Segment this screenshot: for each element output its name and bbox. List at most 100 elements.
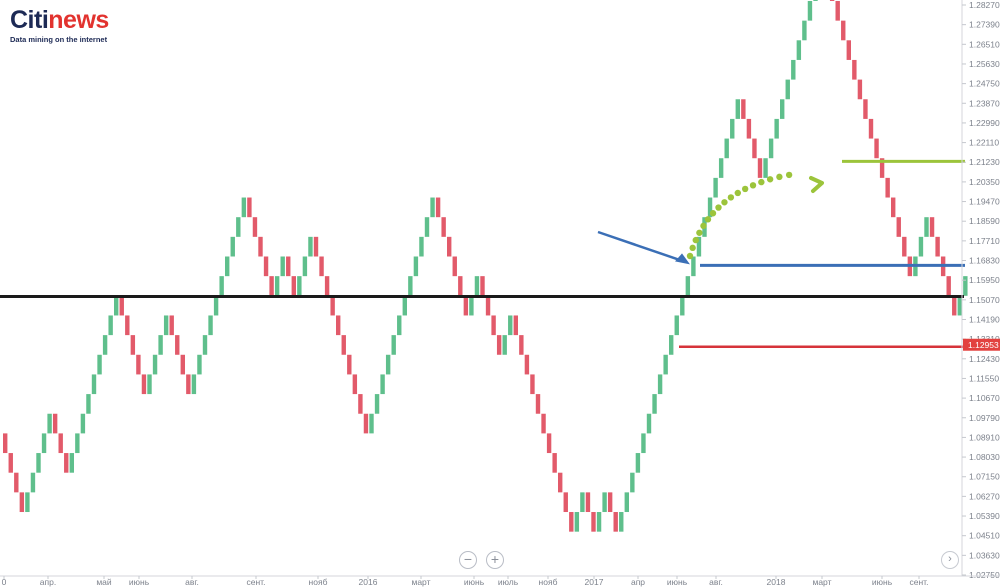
y-tick-label: 1.19470: [969, 197, 1000, 207]
renko-brick-down: [130, 335, 136, 355]
renko-brick-down: [946, 276, 951, 296]
renko-brick-down: [336, 315, 341, 336]
renko-brick-down: [463, 295, 469, 316]
x-tick-label: нояб: [309, 577, 328, 587]
x-tick-label: сент.: [247, 577, 266, 587]
renko-brick-up: [208, 315, 213, 336]
renko-brick-up: [685, 276, 691, 296]
renko-brick-down: [524, 354, 530, 375]
renko-brick-down: [269, 276, 274, 296]
renko-brick-down: [496, 335, 502, 355]
renko-brick-down: [358, 394, 363, 414]
green-arrow-dot: [721, 199, 728, 206]
renko-brick-down: [552, 453, 557, 473]
renko-brick-down: [247, 197, 252, 218]
renko-brick-down: [480, 276, 485, 296]
logo-part-2: news: [48, 6, 109, 34]
renko-brick-up: [397, 315, 402, 336]
renko-brick-down: [879, 158, 885, 178]
last-price-tag: [963, 338, 1000, 351]
y-tick-label: 1.03630: [969, 550, 1000, 560]
renko-brick-down: [569, 512, 574, 532]
x-tick-label: март: [812, 577, 831, 587]
renko-brick-up: [36, 453, 41, 473]
green-arrow-head: [809, 176, 824, 193]
renko-brick-up: [41, 433, 47, 454]
renko-brick-up: [924, 217, 929, 237]
renko-brick-up: [474, 276, 480, 296]
x-tick-label: 0: [2, 577, 7, 587]
renko-brick-up: [574, 512, 580, 532]
zoom-out-button[interactable]: −: [459, 551, 477, 569]
y-tick-label: 1.07150: [969, 472, 1000, 482]
renko-brick-up: [802, 20, 807, 41]
renko-brick-down: [896, 217, 901, 237]
renko-brick-up: [652, 394, 657, 414]
zoom-in-button[interactable]: +: [486, 551, 504, 569]
renko-brick-down: [435, 197, 441, 218]
renko-brick-up: [380, 374, 385, 395]
green-arrow-dot: [727, 194, 735, 201]
renko-brick-up: [730, 118, 735, 139]
renko-brick-up: [713, 177, 718, 198]
y-tick-label: 1.27390: [969, 20, 1000, 30]
renko-brick-down: [541, 413, 546, 434]
renko-brick-up: [385, 354, 391, 375]
citinews-logo: Citinews Data mining on the internet: [10, 6, 109, 45]
renko-brick-up: [602, 492, 607, 513]
renko-brick-down: [585, 492, 591, 513]
renko-brick-up: [785, 79, 790, 100]
renko-brick-down: [846, 40, 851, 60]
green-arrow-dot: [686, 252, 694, 260]
renko-brick-up: [30, 472, 36, 493]
renko-brick-up: [280, 256, 285, 277]
renko-brick-down: [868, 118, 874, 139]
x-tick-label: май: [96, 577, 112, 587]
renko-brick-down: [752, 138, 757, 159]
renko-brick-up: [696, 236, 702, 257]
x-tick-label: июнь: [667, 577, 688, 587]
renko-brick-down: [447, 236, 452, 257]
renko-brick-up: [191, 374, 197, 395]
renko-brick-up: [813, 0, 818, 1]
renko-brick-up: [102, 335, 108, 355]
renko-brick-up: [630, 472, 635, 493]
renko-brick-down: [258, 236, 263, 257]
y-tick-label: 1.16830: [969, 256, 1000, 266]
renko-brick-down: [852, 59, 857, 80]
y-tick-label: 1.05390: [969, 511, 1000, 521]
y-tick-label: 1.15070: [969, 295, 1000, 305]
renko-brick-down: [835, 0, 840, 21]
x-tick-label: сент.: [910, 577, 929, 587]
renko-brick-up: [402, 295, 407, 316]
y-tick-label: 1.22990: [969, 118, 1000, 128]
renko-brick-up: [663, 354, 668, 375]
y-tick-label: 1.22110: [969, 138, 999, 148]
green-arrow-dot: [734, 189, 741, 197]
renko-brick-up: [646, 413, 652, 434]
y-tick-label: 1.21230: [969, 157, 1000, 167]
renko-brick-up: [718, 158, 724, 178]
y-tick-label: 1.18590: [969, 216, 1000, 226]
renko-brick-up: [369, 413, 374, 434]
renko-brick-up: [147, 374, 152, 395]
scroll-right-button[interactable]: ›: [941, 551, 959, 569]
y-tick-label: 1.24750: [969, 79, 1000, 89]
renko-brick-down: [169, 315, 174, 336]
green-arrow-dot: [704, 216, 712, 223]
x-tick-label: июнь: [872, 577, 893, 587]
green-arrow-dot: [700, 222, 707, 230]
y-tick-label: 1.11550: [969, 373, 999, 383]
renko-brick-down: [319, 256, 324, 277]
x-tick-label: июнь: [129, 577, 150, 587]
renko-brick-up: [202, 335, 208, 355]
renko-brick-down: [902, 236, 907, 257]
y-tick-label: 1.12430: [969, 354, 1000, 364]
renko-brick-down: [341, 335, 346, 355]
renko-brick-down: [458, 276, 463, 296]
renko-brick-up: [424, 217, 430, 237]
renko-brick-up: [236, 217, 241, 237]
green-arrow-dot: [692, 236, 699, 244]
renko-brick-down: [291, 276, 296, 296]
